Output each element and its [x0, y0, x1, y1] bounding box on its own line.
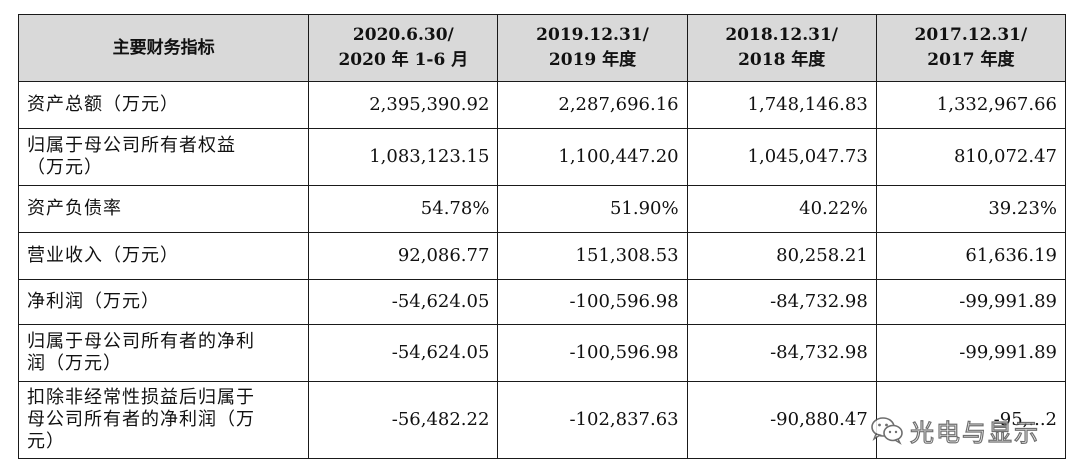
value-cell: 1,100,447.20: [498, 129, 687, 186]
row-label: 扣除非经常性损益后归属于母公司所有者的净利润（万元）: [19, 382, 309, 459]
table-row: 营业收入（万元） 92,086.77 151,308.53 80,258.21 …: [19, 233, 1066, 280]
value-cell: -100,596.98: [498, 325, 687, 382]
value-cell: -56,482.22: [309, 382, 498, 459]
table-row: 资产负债率 54.78% 51.90% 40.22% 39.23%: [19, 186, 1066, 233]
value-cell: -54,624.05: [309, 325, 498, 382]
value-cell: 151,308.53: [498, 233, 687, 280]
header-label-cell: 主要财务指标: [19, 15, 309, 82]
value-cell: -54,624.05: [309, 280, 498, 325]
header-period-cell: 2018.12.31/2018 年度: [687, 15, 876, 82]
value-cell: 2,287,696.16: [498, 82, 687, 129]
value-cell: 54.78%: [309, 186, 498, 233]
header-period-cell: 2019.12.31/2019 年度: [498, 15, 687, 82]
value-cell: -90,880.47: [687, 382, 876, 459]
value-cell: 1,045,047.73: [687, 129, 876, 186]
value-cell: 2,395,390.92: [309, 82, 498, 129]
value-cell: 80,258.21: [687, 233, 876, 280]
table-row: 资产总额（万元） 2,395,390.92 2,287,696.16 1,748…: [19, 82, 1066, 129]
period-range: 2019 年度: [549, 50, 636, 70]
period-range: 2018 年度: [738, 50, 825, 70]
value-cell: -95,...2: [876, 382, 1065, 459]
period-date: 2019.12.31/: [536, 25, 649, 45]
value-cell: 92,086.77: [309, 233, 498, 280]
table-header-row: 主要财务指标 2020.6.30/2020 年 1-6 月 2019.12.31…: [19, 15, 1066, 82]
period-date: 2017.12.31/: [915, 25, 1028, 45]
value-cell: 51.90%: [498, 186, 687, 233]
value-cell: 1,748,146.83: [687, 82, 876, 129]
value-cell: 40.22%: [687, 186, 876, 233]
value-cell: -84,732.98: [687, 280, 876, 325]
value-cell: 1,083,123.15: [309, 129, 498, 186]
row-label: 归属于母公司所有者的净利润（万元）: [19, 325, 309, 382]
value-cell: -99,991.89: [876, 280, 1065, 325]
value-cell: 61,636.19: [876, 233, 1065, 280]
header-period-cell: 2017.12.31/2017 年度: [876, 15, 1065, 82]
table-row: 归属于母公司所有者权益（万元） 1,083,123.15 1,100,447.2…: [19, 129, 1066, 186]
table-row: 归属于母公司所有者的净利润（万元） -54,624.05 -100,596.98…: [19, 325, 1066, 382]
value-cell: 39.23%: [876, 186, 1065, 233]
value-cell: 1,332,967.66: [876, 82, 1065, 129]
period-date: 2018.12.31/: [725, 25, 838, 45]
value-cell: -100,596.98: [498, 280, 687, 325]
table-row: 净利润（万元） -54,624.05 -100,596.98 -84,732.9…: [19, 280, 1066, 325]
period-date: 2020.6.30/: [353, 25, 454, 45]
row-label: 资产负债率: [19, 186, 309, 233]
row-label: 营业收入（万元）: [19, 233, 309, 280]
value-cell: -102,837.63: [498, 382, 687, 459]
header-period-cell: 2020.6.30/2020 年 1-6 月: [309, 15, 498, 82]
period-range: 2017 年度: [927, 50, 1014, 70]
value-cell: -99,991.89: [876, 325, 1065, 382]
row-label: 净利润（万元）: [19, 280, 309, 325]
period-range: 2020 年 1-6 月: [338, 50, 468, 70]
value-cell: -84,732.98: [687, 325, 876, 382]
row-label: 资产总额（万元）: [19, 82, 309, 129]
value-cell: 810,072.47: [876, 129, 1065, 186]
table-row: 扣除非经常性损益后归属于母公司所有者的净利润（万元） -56,482.22 -1…: [19, 382, 1066, 459]
financial-indicators-table: 主要财务指标 2020.6.30/2020 年 1-6 月 2019.12.31…: [18, 14, 1066, 459]
row-label: 归属于母公司所有者权益（万元）: [19, 129, 309, 186]
